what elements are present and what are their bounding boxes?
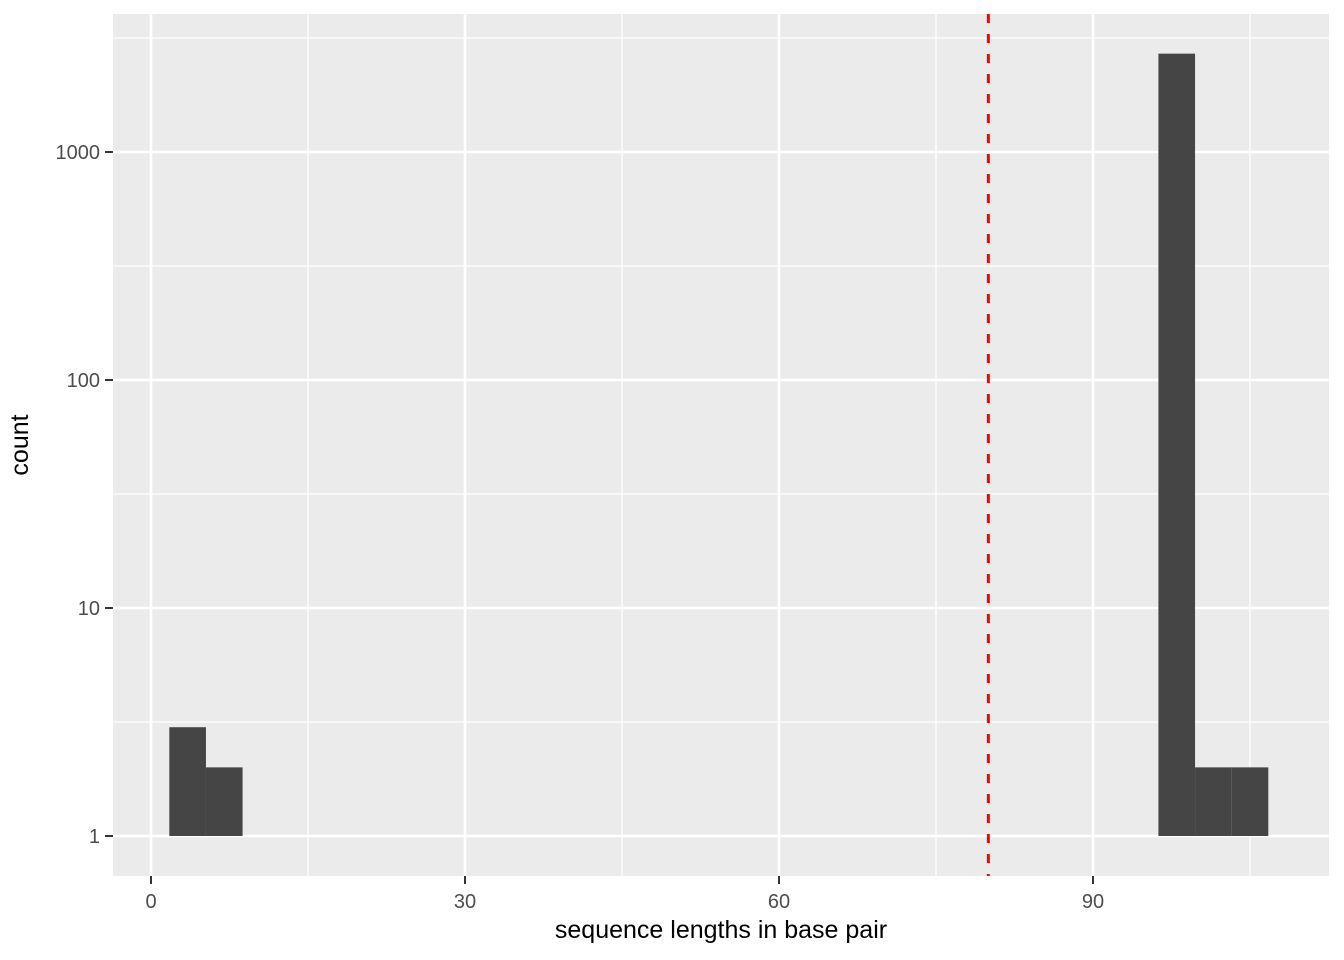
y-tick-label: 10 — [78, 598, 100, 620]
plot-panel — [113, 14, 1329, 876]
histogram-bar — [1231, 767, 1269, 836]
histogram-bar — [1158, 53, 1196, 837]
major-gridlines — [113, 14, 1329, 876]
x-tick-label: 0 — [145, 891, 156, 913]
x-tick-label: 90 — [1082, 891, 1104, 913]
y-axis-title: count — [6, 414, 34, 475]
y-tick-label: 1 — [89, 826, 100, 848]
histogram-bar — [169, 727, 206, 836]
axis-tick-labels: 0 30 60 90 1 10 100 1000 — [56, 142, 1105, 913]
axis-tick-marks — [105, 151, 1094, 884]
histogram-bars — [169, 53, 1269, 837]
x-tick-label: 30 — [454, 891, 476, 913]
y-tick-label: 1000 — [56, 142, 101, 164]
x-axis-title: sequence lengths in base pair — [555, 916, 887, 944]
minor-gridlines — [113, 14, 1329, 876]
histogram-bar — [205, 767, 243, 836]
histogram-bar — [1195, 767, 1232, 836]
x-tick-label: 60 — [768, 891, 790, 913]
y-tick-label: 100 — [67, 370, 100, 392]
